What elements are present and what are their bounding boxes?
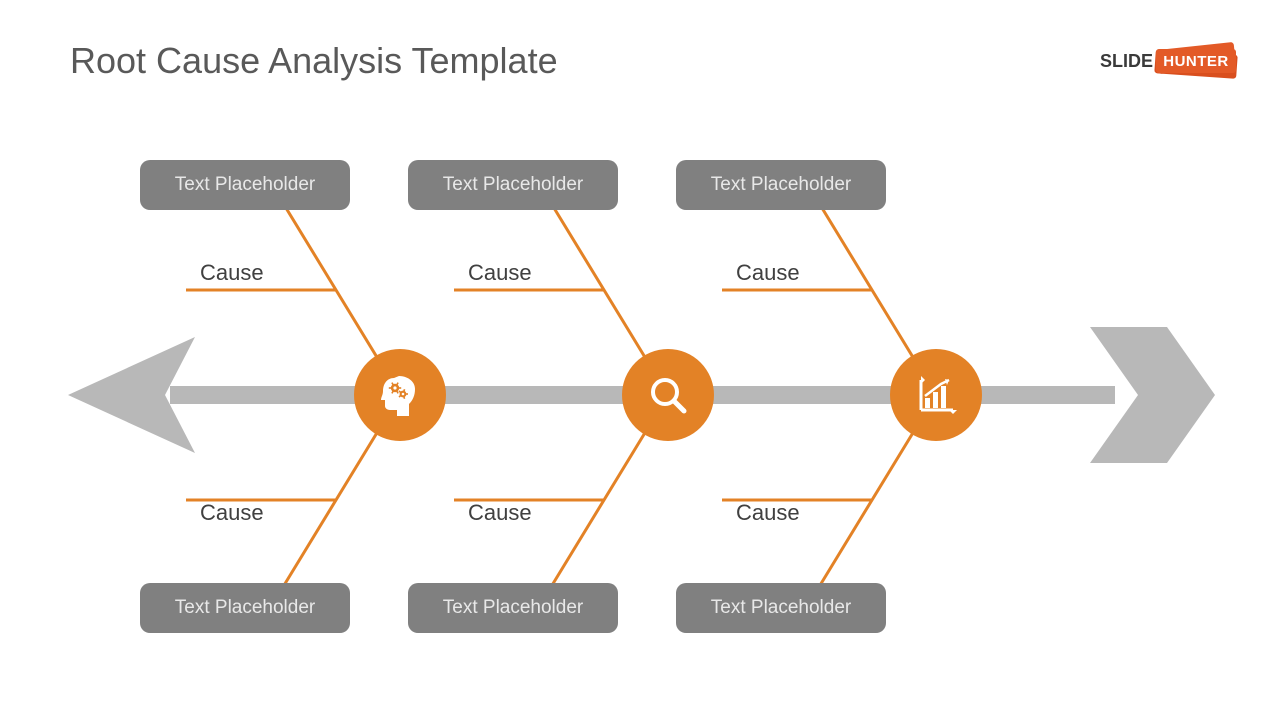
placeholder-box[interactable]: Text Placeholder	[140, 160, 350, 210]
bar-chart-icon	[913, 372, 959, 418]
placeholder-box[interactable]: Text Placeholder	[676, 160, 886, 210]
head-gears-icon	[377, 372, 423, 418]
placeholder-box[interactable]: Text Placeholder	[408, 583, 618, 633]
cause-label: Cause	[468, 500, 532, 526]
cause-label: Cause	[736, 260, 800, 286]
fishbone-overlay: Text Placeholder Cause Text Placeholder Cau…	[0, 0, 1280, 720]
cause-label: Cause	[468, 260, 532, 286]
cause-label: Cause	[736, 500, 800, 526]
cause-label: Cause	[200, 260, 264, 286]
fishbone-node-head-gears	[354, 349, 446, 441]
fishbone-node-magnifier	[622, 349, 714, 441]
cause-label: Cause	[200, 500, 264, 526]
fishbone-node-bar-chart	[890, 349, 982, 441]
placeholder-box[interactable]: Text Placeholder	[676, 583, 886, 633]
placeholder-box[interactable]: Text Placeholder	[408, 160, 618, 210]
placeholder-box[interactable]: Text Placeholder	[140, 583, 350, 633]
magnifier-icon	[645, 372, 691, 418]
